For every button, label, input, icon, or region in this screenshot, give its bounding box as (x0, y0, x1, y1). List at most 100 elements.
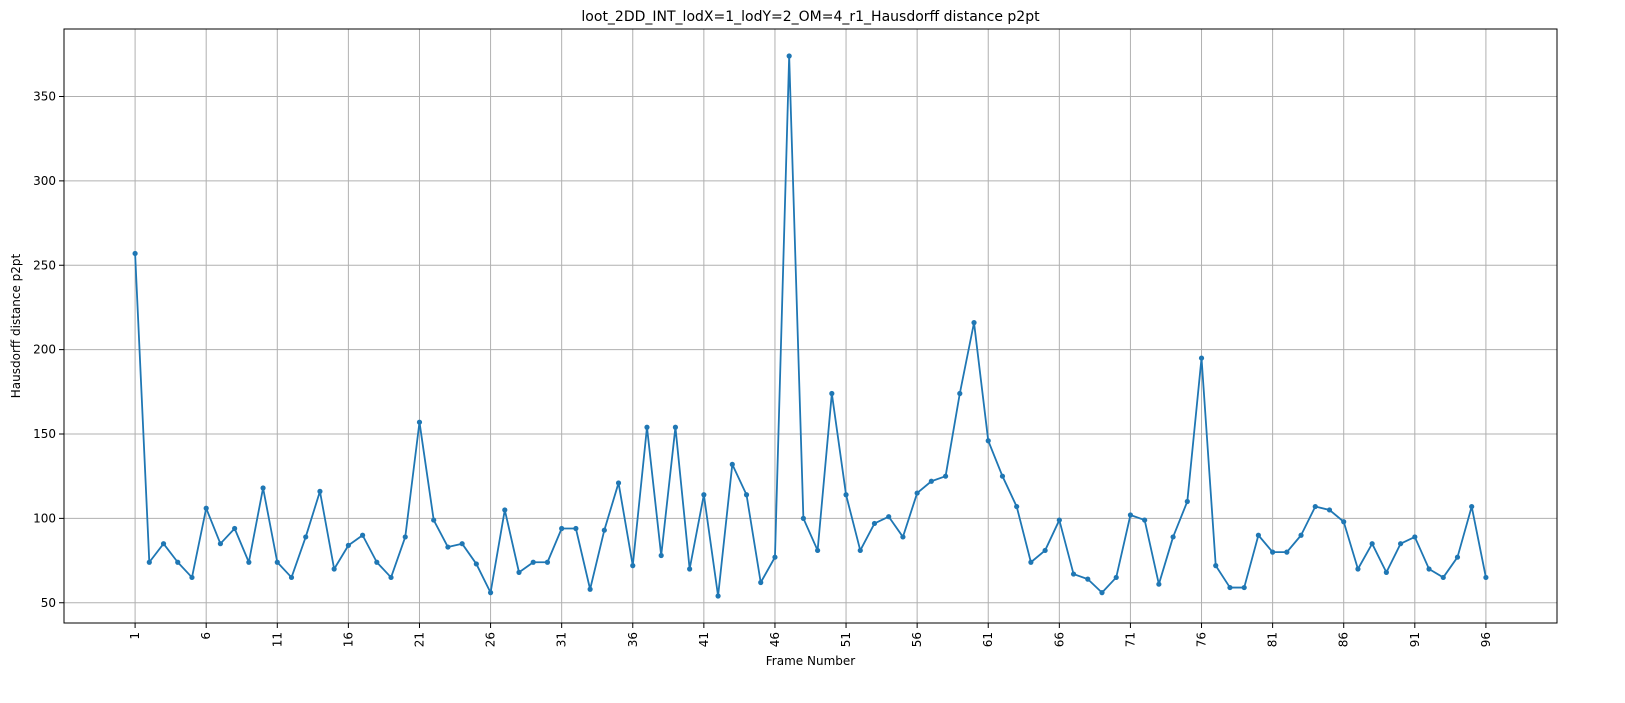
x-tick-label: 91 (1408, 632, 1422, 647)
x-tick-label: 1 (128, 632, 142, 640)
data-point (374, 559, 380, 565)
x-axis-ticks: 1 6 11 16 21 26 31 36 41 46 51 56 61 66 71 76 81 86 91 96 (128, 623, 1493, 647)
x-tick-label: 11 (270, 632, 284, 647)
data-point (772, 554, 778, 560)
data-point (189, 574, 195, 581)
x-tick-label: 66 (1052, 632, 1066, 647)
data-point (1426, 566, 1432, 572)
data-point (1355, 566, 1361, 572)
data-point (1184, 498, 1190, 505)
data-point (530, 559, 536, 565)
data-point (1099, 590, 1105, 596)
data-point (317, 488, 323, 494)
data-point (1113, 574, 1119, 581)
y-tick-label: 150 (33, 427, 56, 441)
data-point (999, 473, 1006, 479)
data-point (1284, 549, 1290, 555)
data-point (175, 559, 181, 565)
data-point (331, 566, 337, 572)
chart-title: loot_2DD_INT_lodX=1_lodY=2_OM=4_r1_Hausd… (581, 9, 1040, 25)
data-point (1241, 584, 1247, 591)
data-point (487, 590, 494, 596)
x-tick-label: 46 (768, 632, 782, 647)
grid-layer (64, 29, 1557, 623)
data-point (1014, 503, 1020, 510)
data-point (160, 541, 167, 547)
x-tick-label: 36 (626, 632, 640, 647)
data-point (601, 527, 607, 533)
x-tick-label: 76 (1195, 632, 1209, 647)
data-point (1270, 549, 1276, 555)
data-point (288, 574, 295, 581)
data-point (900, 534, 906, 540)
data-point (800, 515, 806, 521)
y-tick-label: 300 (33, 174, 56, 188)
data-point (942, 473, 949, 479)
data-point (1056, 517, 1062, 523)
data-point (843, 492, 849, 498)
data-point (687, 566, 693, 572)
x-tick-label: 41 (697, 632, 711, 647)
data-point (1369, 541, 1375, 547)
data-point (1127, 512, 1134, 518)
data-point (786, 53, 792, 59)
data-point (1028, 559, 1034, 565)
data-point (246, 559, 252, 565)
data-point (630, 563, 636, 569)
data-point (928, 478, 934, 484)
x-tick-label: 81 (1266, 632, 1280, 647)
data-point (829, 390, 835, 397)
data-point (502, 507, 508, 513)
data-point (559, 525, 565, 532)
data-point (388, 574, 394, 581)
data-point (1156, 581, 1162, 587)
data-point (1397, 541, 1404, 547)
data-point (914, 490, 920, 496)
data-point (516, 569, 522, 575)
data-point (715, 593, 721, 599)
x-tick-label: 16 (341, 632, 355, 647)
plot-frame (63, 28, 1558, 624)
data-point (1326, 507, 1333, 513)
data-point (217, 541, 224, 547)
data-point (1483, 574, 1489, 581)
data-point (1085, 576, 1091, 582)
data-point (1341, 519, 1347, 525)
data-point (1454, 554, 1461, 560)
x-tick-label: 26 (484, 632, 498, 647)
data-point (672, 424, 679, 430)
data-point (1042, 547, 1048, 554)
y-axis-ticks: 50 100 150 200 250 300 350 (33, 90, 64, 610)
x-tick-label: 6 (199, 632, 213, 640)
data-point (274, 559, 280, 565)
data-point (985, 438, 991, 444)
data-point (232, 525, 238, 532)
y-tick-label: 100 (33, 511, 56, 525)
data-point (203, 505, 209, 511)
y-tick-label: 250 (33, 258, 56, 272)
x-axis-label: Frame Number (766, 654, 855, 668)
data-point (1412, 534, 1418, 540)
data-point (473, 561, 479, 567)
data-point (402, 534, 408, 540)
y-tick-label: 200 (33, 343, 56, 357)
data-point (871, 520, 878, 527)
data-point (615, 480, 622, 486)
data-point (1170, 534, 1176, 540)
data-point (1213, 563, 1219, 569)
data-point (587, 586, 593, 592)
x-tick-label: 31 (555, 632, 569, 647)
x-tick-label: 21 (412, 632, 426, 647)
data-point (729, 461, 735, 467)
data-point (459, 541, 465, 547)
y-tick-label: 50 (41, 596, 56, 610)
x-tick-label: 71 (1123, 632, 1137, 647)
data-point (260, 485, 266, 491)
data-point (644, 424, 650, 430)
data-point (573, 525, 579, 532)
data-point (1383, 569, 1389, 575)
x-tick-label: 56 (910, 632, 924, 647)
data-point (1255, 532, 1261, 538)
data-point (1312, 503, 1318, 510)
data-point (1070, 571, 1077, 577)
